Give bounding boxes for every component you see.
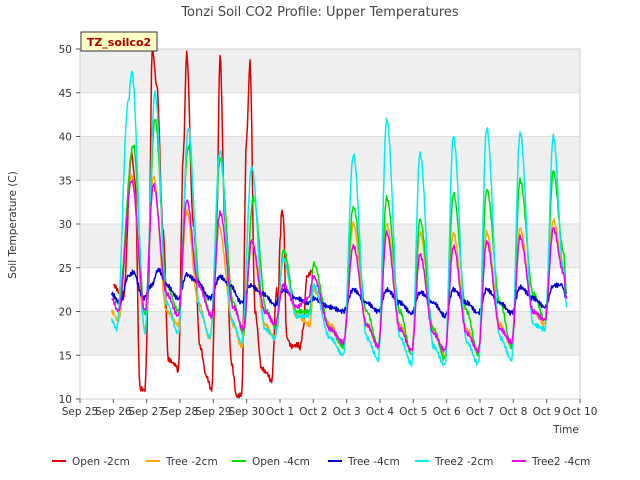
legend-label: Open -4cm — [252, 456, 310, 468]
y-tick-label: 35 — [59, 175, 72, 187]
x-tick-label: Oct 10 — [563, 406, 598, 418]
x-tick-label: Oct 5 — [399, 406, 427, 418]
x-tick-label: Oct 4 — [366, 406, 394, 418]
legend-item: Tree2 -4cm — [512, 456, 590, 468]
x-tick-label: Oct 9 — [533, 406, 561, 418]
x-tick-label: Oct 2 — [299, 406, 327, 418]
x-tick-label: Oct 8 — [499, 406, 527, 418]
x-tick-label: Sep 26 — [95, 406, 132, 418]
legend-label: Tree -2cm — [165, 456, 218, 468]
series-line-tree2-4cm — [111, 179, 568, 354]
grid-band — [80, 224, 580, 268]
y-tick-label: 10 — [59, 394, 72, 406]
station-badge-label: TZ_soilco2 — [87, 36, 151, 49]
y-axis-ticks: 10 15 20 25 30 35 40 45 50 — [59, 44, 80, 406]
y-axis-label: Soil Temperature (C) — [7, 171, 19, 279]
grid-band — [80, 49, 580, 93]
y-tick-label: 25 — [59, 263, 72, 275]
y-tick-label: 40 — [59, 132, 72, 144]
legend-item: Tree -4cm — [328, 456, 400, 468]
legend-label: Open -2cm — [72, 456, 130, 468]
x-tick-label: Sep 28 — [162, 406, 199, 418]
legend-item: Open -2cm — [52, 456, 130, 468]
y-tick-label: 15 — [59, 350, 72, 362]
series-line-tree-4cm — [110, 267, 568, 319]
station-badge: TZ_soilco2 — [80, 31, 158, 52]
x-tick-label: Sep 29 — [195, 406, 232, 418]
legend-label: Tree -4cm — [347, 456, 400, 468]
legend-item: Tree2 -2cm — [415, 456, 493, 468]
x-tick-label: Oct 7 — [466, 406, 494, 418]
station-badge-box — [80, 31, 158, 52]
legend-item: Tree -2cm — [146, 456, 218, 468]
y-tick-label: 20 — [59, 307, 72, 319]
x-tick-label: Sep 25 — [62, 406, 99, 418]
x-axis-label: Time — [552, 424, 579, 436]
x-tick-label: Sep 30 — [228, 406, 265, 418]
x-tick-label: Oct 1 — [266, 406, 294, 418]
series-line-open-4cm — [111, 118, 568, 362]
y-tick-label: 30 — [59, 219, 72, 231]
legend-item: Open -4cm — [232, 456, 310, 468]
series-line-tree2-2cm — [110, 70, 568, 367]
chart-title: Tonzi Soil CO2 Profile: Upper Temperatur… — [180, 5, 459, 20]
x-tick-label: Oct 3 — [333, 406, 361, 418]
legend: Open -2cm Tree -2cm Open -4cm Tree -4cm Tree… — [52, 456, 590, 468]
y-tick-label: 45 — [59, 88, 72, 100]
legend-label: Tree2 -2cm — [434, 456, 493, 468]
series-layer — [110, 46, 568, 399]
y-tick-label: 50 — [59, 44, 72, 56]
x-tick-label: Oct 6 — [433, 406, 461, 418]
legend-label: Tree2 -4cm — [531, 456, 590, 468]
x-tick-label: Sep 27 — [128, 406, 165, 418]
grid-band — [80, 136, 580, 181]
